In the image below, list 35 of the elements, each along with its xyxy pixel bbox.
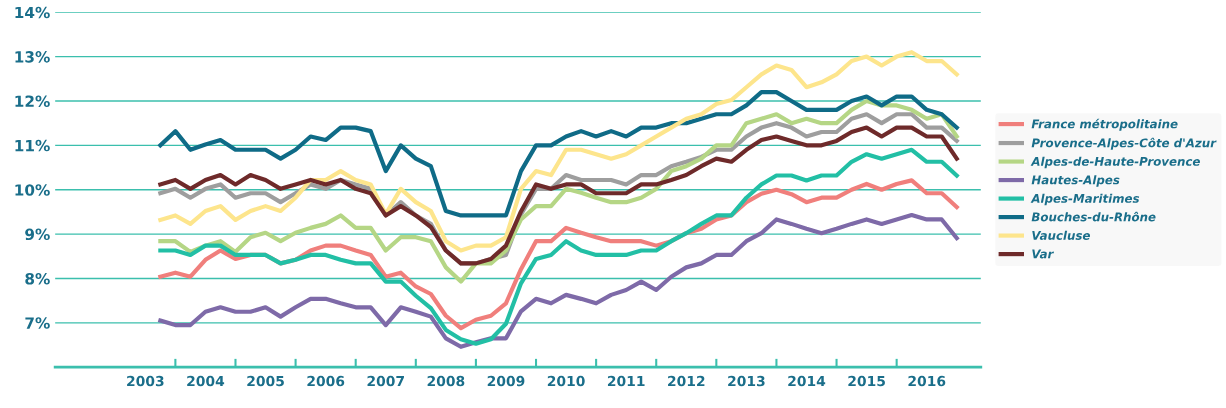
y-tick-label: 13% (15, 51, 50, 63)
y-tick-label: 8% (25, 272, 50, 285)
x-tick-label: 2012 (668, 375, 705, 387)
legend-label: Var (1032, 249, 1054, 259)
legend-label: Bouches-du-Rhône (1031, 211, 1156, 222)
legend-label: Vaucluse (1032, 230, 1090, 240)
x-tick-label: 2006 (307, 375, 345, 387)
line-series (158, 147, 959, 346)
legend-label: Provence-Alpes-Côte d'Azur (1031, 137, 1217, 150)
x-tick-label: 2009 (487, 375, 525, 387)
y-tick-label: 7% (25, 317, 50, 329)
y-tick-label: 14% (15, 6, 50, 19)
x-tick-label: 2015 (848, 375, 885, 387)
x-tick-label: 2007 (367, 375, 404, 387)
legend-label: Alpes-de-Haute-Provence (1030, 156, 1200, 169)
x-tick-label: 2013 (728, 375, 765, 387)
x-tick-label: 2011 (607, 375, 645, 387)
line-series (158, 90, 959, 218)
y-tick-label: 10% (15, 184, 50, 196)
x-tick-label: 2010 (547, 375, 585, 387)
x-tick-label: 2004 (187, 375, 225, 387)
line-series (158, 212, 959, 349)
line-series (158, 50, 959, 253)
line-series (158, 98, 959, 284)
y-tick-label: 12% (15, 95, 50, 107)
legend-label: Alpes-Maritimes (1030, 193, 1140, 206)
x-tick-label: 2003 (127, 375, 164, 387)
y-tick-label: 9% (25, 228, 50, 241)
legend-label: Hautes-Alpes (1031, 175, 1120, 187)
x-tick-label: 2008 (427, 375, 465, 387)
legend-label: France métropolitaine (1031, 118, 1178, 131)
x-tick-label: 2005 (247, 375, 284, 387)
x-tick-label: 2014 (788, 375, 826, 387)
y-tick-label: 11% (15, 139, 50, 152)
x-tick-label: 2016 (908, 375, 946, 387)
